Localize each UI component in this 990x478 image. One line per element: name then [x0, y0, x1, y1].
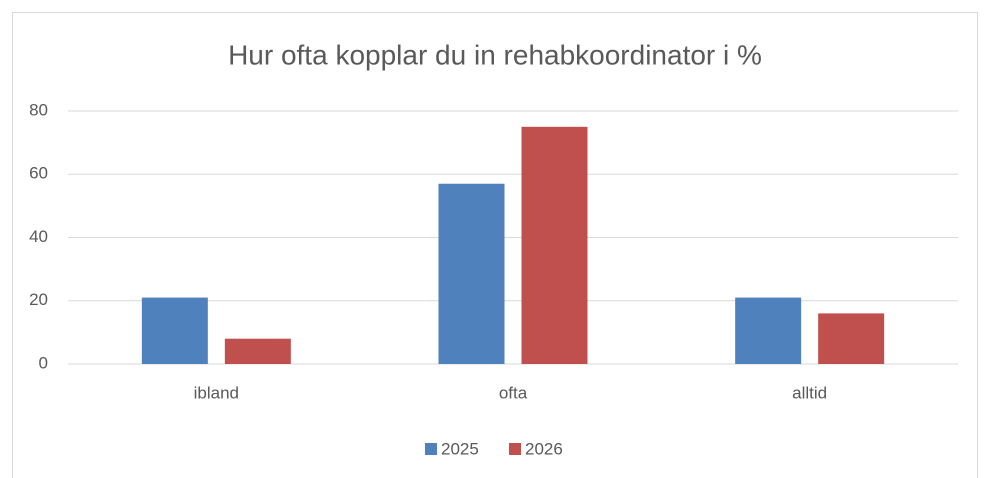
legend-swatch: [425, 443, 437, 455]
x-tick-label: ofta: [499, 383, 528, 402]
y-tick-label: 60: [29, 164, 48, 183]
y-tick-label: 0: [39, 353, 48, 372]
bar: [521, 126, 588, 364]
legend-swatch: [509, 443, 521, 455]
y-tick-label: 40: [29, 227, 48, 246]
legend-label: 2025: [441, 439, 479, 458]
bar: [735, 297, 802, 364]
y-tick-label: 80: [29, 100, 48, 119]
bar: [818, 313, 885, 364]
x-tick-label: ibland: [194, 383, 239, 402]
x-tick-label: alltid: [792, 383, 827, 402]
bar: [224, 338, 291, 364]
bar: [438, 183, 505, 364]
chart-title: Hur ofta kopplar du in rehabkoordinator …: [228, 39, 762, 70]
y-tick-label: 20: [29, 290, 48, 309]
bar: [141, 297, 208, 364]
legend-label: 2026: [525, 439, 563, 458]
